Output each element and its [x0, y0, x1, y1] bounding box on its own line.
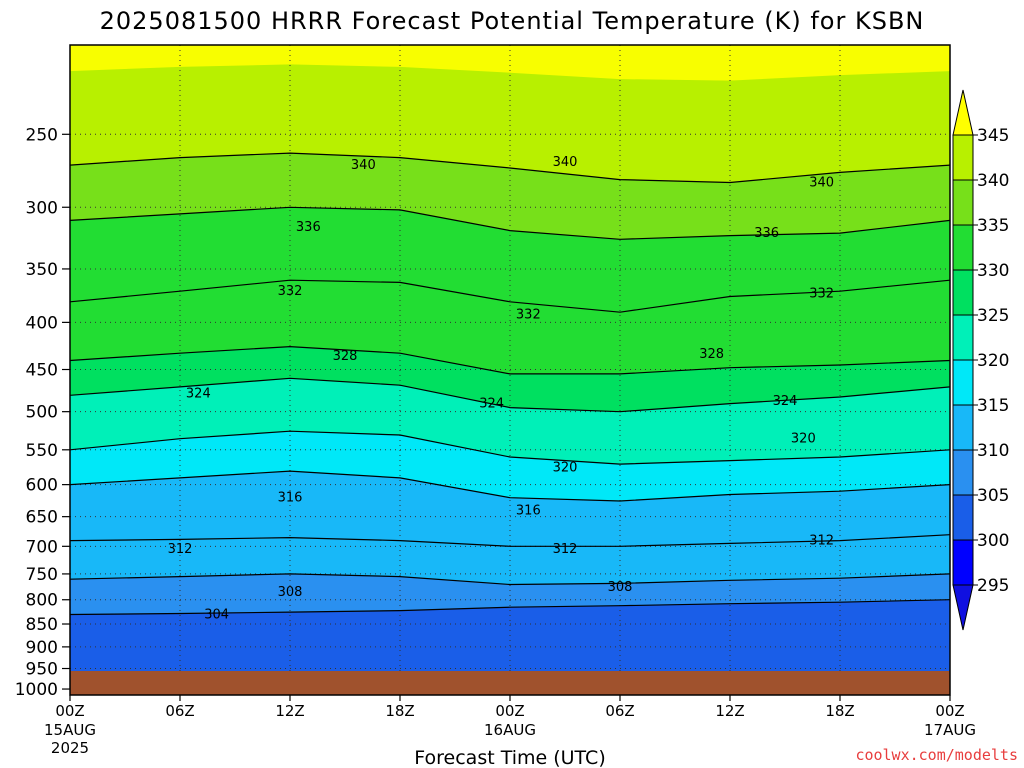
y-tick-label-800: 800 — [26, 591, 58, 611]
colorbar-label-320: 320 — [977, 351, 1009, 371]
colorbar-swatch-300 — [952, 494, 974, 541]
y-tick-label-450: 450 — [26, 361, 58, 381]
y-tick-label-950: 950 — [26, 660, 58, 680]
colorbar-label-310: 310 — [977, 441, 1009, 461]
colorbar-label-325: 325 — [977, 306, 1009, 326]
contour-label-316: 316 — [278, 491, 303, 506]
contour-label-324: 324 — [479, 397, 504, 412]
x-tick-label-2: 12Z — [275, 702, 304, 720]
colorbar-swatch-295 — [952, 539, 974, 586]
x-tick-sublabel-4-0: 16AUG — [484, 721, 536, 739]
colorbar-label-335: 335 — [977, 216, 1009, 236]
contour-label-316: 316 — [516, 503, 541, 518]
grid — [70, 45, 950, 695]
y-tick-label-600: 600 — [26, 476, 58, 496]
x-axis-label: Forecast Time (UTC) — [414, 747, 605, 768]
x-tick-label-0: 00Z — [55, 702, 84, 720]
contour-label-328: 328 — [699, 347, 724, 362]
colorbar-label-345: 345 — [977, 126, 1009, 146]
x-tick-sublabel-0-1: 2025 — [51, 739, 89, 757]
x-tick-label-5: 06Z — [605, 702, 634, 720]
contour-label-308: 308 — [278, 585, 303, 600]
x-tick-label-7: 18Z — [825, 702, 854, 720]
y-tick-label-900: 900 — [26, 638, 58, 658]
x-tick-label-1: 06Z — [165, 702, 194, 720]
contour-label-320: 320 — [553, 461, 578, 476]
y-tick-label-1000: 1000 — [15, 680, 58, 700]
contour-label-340: 340 — [553, 155, 578, 170]
colorbar-swatch-305 — [952, 449, 974, 496]
x-tick-label-4: 00Z — [495, 702, 524, 720]
y-tick-label-300: 300 — [26, 198, 58, 218]
colorbar-swatch-315 — [952, 359, 974, 406]
contour-label-332: 332 — [809, 286, 834, 301]
y-tick-label-350: 350 — [26, 260, 58, 280]
x-tick-label-3: 18Z — [385, 702, 414, 720]
contour-label-340: 340 — [809, 175, 834, 190]
isentrope-332 — [70, 279, 950, 313]
contour-label-332: 332 — [278, 284, 303, 299]
y-axis: 250 300 350 400 450 500 550 600 650 700 750 800 850 9… — [15, 125, 70, 700]
contour-label-336: 336 — [296, 220, 321, 235]
colorbar-label-300: 300 — [977, 531, 1009, 551]
contour-label-308: 308 — [608, 580, 633, 595]
colorbar-label-295: 295 — [977, 576, 1009, 596]
contour-label-340: 340 — [351, 158, 376, 173]
colorbar-swatch-310 — [952, 404, 974, 451]
contour-label-312: 312 — [809, 534, 834, 549]
colorbar-label-340: 340 — [977, 171, 1009, 191]
contour-label-328: 328 — [333, 349, 358, 364]
ground-band — [70, 671, 950, 695]
contour-label-332: 332 — [516, 307, 541, 322]
y-tick-label-650: 650 — [26, 508, 58, 528]
colorbar: 295 300 305 310 315 320 325 330 335 340 345 — [952, 89, 1009, 631]
credit-link[interactable]: coolwx.com/modelts — [855, 746, 1018, 764]
x-tick-label-6: 12Z — [715, 702, 744, 720]
colorbar-label-305: 305 — [977, 486, 1009, 506]
chart-title: 2025081500 HRRR Forecast Potential Tempe… — [100, 7, 925, 35]
isentrope-304 — [70, 599, 950, 616]
y-tick-label-500: 500 — [26, 403, 58, 423]
colorbar-swatch-340 — [952, 134, 974, 181]
contour-label-324: 324 — [186, 387, 211, 402]
colorbar-bottom-arrow — [952, 584, 974, 631]
isentrope-328 — [70, 345, 950, 375]
y-tick-label-400: 400 — [26, 313, 58, 333]
x-tick-sublabel-8-0: 17AUG — [924, 721, 976, 739]
contour-label-304: 304 — [204, 607, 229, 622]
isentrope-312 — [70, 534, 950, 547]
isentrope-320 — [70, 430, 950, 465]
colorbar-swatch-320 — [952, 314, 974, 361]
colorbar-label-315: 315 — [977, 396, 1009, 416]
isentrope-316 — [70, 470, 950, 502]
contour-label-312: 312 — [553, 542, 578, 557]
colorbar-swatch-330 — [952, 224, 974, 271]
contour-labels: 340 340 340 336 336 332 332 332 328 328 324 324 324 3… — [168, 155, 834, 687]
y-tick-label-850: 850 — [26, 615, 58, 635]
contour-label-336: 336 — [754, 226, 779, 241]
colorbar-top-arrow — [952, 89, 974, 136]
x-tick-label-8: 00Z — [935, 702, 964, 720]
colorbar-label-330: 330 — [977, 261, 1009, 281]
colorbar-swatch-335 — [952, 179, 974, 226]
contour-label-324: 324 — [773, 394, 798, 409]
isentrope-340 — [70, 152, 950, 184]
y-tick-label-550: 550 — [26, 441, 58, 461]
colorbar-swatch-325 — [952, 269, 974, 316]
band-theta-345 — [70, 45, 950, 81]
y-tick-label-750: 750 — [26, 565, 58, 585]
isentrope-308 — [70, 573, 950, 586]
contour-label-320: 320 — [791, 432, 816, 447]
contour-label-312: 312 — [168, 542, 193, 557]
isentrope-336 — [70, 206, 950, 240]
y-tick-label-250: 250 — [26, 125, 58, 145]
x-tick-sublabel-0-0: 15AUG — [44, 721, 96, 739]
y-tick-label-700: 700 — [26, 537, 58, 557]
isentrope-324 — [70, 377, 950, 413]
